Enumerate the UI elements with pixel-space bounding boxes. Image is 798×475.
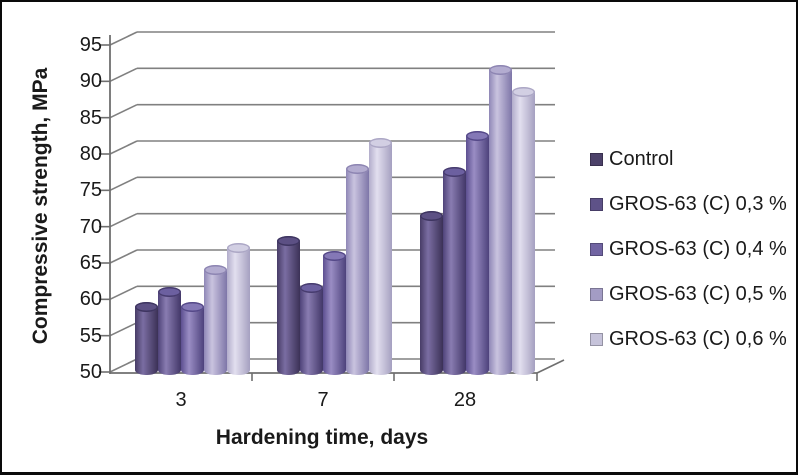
legend-swatch-icon	[590, 332, 603, 346]
bar-3d-s0	[135, 301, 158, 375]
bar-28d-s1	[443, 167, 466, 375]
category-label-28: 28	[453, 389, 477, 411]
bar-top-cap	[369, 138, 392, 149]
bar-top-cap	[300, 283, 323, 294]
grid-line	[109, 103, 138, 119]
bar-top-cap	[346, 163, 369, 174]
bar-top-cap	[158, 287, 181, 298]
y-tick-label: 85	[79, 106, 102, 129]
bar-top-cap	[443, 167, 466, 178]
grid-line	[109, 31, 138, 46]
bar-28d-s2	[466, 130, 489, 375]
bar-top-cap	[135, 301, 158, 312]
legend-label: GROS-63 (C) 0,3 %	[609, 192, 787, 215]
category-label-3: 3	[175, 389, 187, 411]
bar-top-cap	[227, 243, 250, 254]
legend-item: GROS-63 (C) 0,3 %	[590, 192, 787, 216]
bar-top-cap	[420, 210, 443, 221]
bar-top-cap	[277, 236, 300, 247]
legend-swatch-icon	[590, 242, 603, 256]
legend-swatch-icon	[590, 152, 603, 166]
bar-7d-s3	[346, 163, 369, 375]
legend-label: GROS-63 (C) 0,6 %	[609, 327, 787, 350]
y-tick-label: 75	[79, 179, 102, 202]
bar-top-cap	[489, 65, 512, 76]
bar-top-cap	[181, 301, 204, 312]
y-tick-label: 50	[79, 361, 102, 383]
legend-item: Control	[590, 147, 673, 171]
legend-label: Control	[609, 147, 674, 170]
bar-7d-s2	[323, 250, 346, 375]
grid-line	[109, 358, 138, 373]
category-label-7: 7	[317, 389, 329, 411]
legend-label: GROS-63 (C) 0,4 %	[609, 237, 787, 260]
bar-7d-s4	[369, 138, 392, 375]
y-tick-label: 60	[79, 288, 102, 311]
grid-line	[109, 321, 138, 337]
y-tick-label: 55	[79, 324, 102, 347]
grid-line	[109, 285, 138, 301]
legend-swatch-icon	[590, 287, 603, 301]
legend-label: GROS-63 (C) 0,5 %	[609, 282, 787, 305]
bar-top-cap	[204, 265, 227, 276]
y-tick-label: 90	[79, 70, 102, 93]
bar-3d-s1	[158, 287, 181, 375]
bar-3d-s2	[181, 301, 204, 375]
y-tick-label: 95	[79, 33, 102, 56]
legend-item: GROS-63 (C) 0,5 %	[590, 282, 787, 306]
grid-line	[109, 176, 138, 192]
grid-line	[536, 359, 565, 374]
y-tick-label: 80	[79, 142, 102, 165]
legend-swatch-icon	[590, 197, 603, 211]
bar-top-cap	[466, 130, 489, 141]
y-axis-title: Compressive strength, MPa	[29, 67, 52, 345]
bar-3d-s4	[227, 243, 250, 375]
bar-top-cap	[512, 87, 535, 98]
grid-line	[109, 67, 138, 83]
bar-top-cap	[323, 250, 346, 261]
y-tick-label: 70	[79, 215, 102, 238]
y-tick-label: 65	[79, 251, 102, 274]
bar-28d-s0	[420, 210, 443, 375]
bar-7d-s1	[300, 283, 323, 375]
legend-item: GROS-63 (C) 0,4 %	[590, 237, 787, 261]
bar-28d-s3	[489, 65, 512, 375]
bar-3d-s3	[204, 265, 227, 375]
grid-line	[109, 249, 138, 264]
grid-line	[109, 212, 138, 228]
bar-7d-s0	[277, 236, 300, 375]
bar-28d-s4	[512, 87, 535, 375]
grid-line	[109, 140, 138, 155]
legend-item: GROS-63 (C) 0,6 %	[590, 327, 787, 351]
x-axis-title: Hardening time, days	[215, 426, 429, 449]
